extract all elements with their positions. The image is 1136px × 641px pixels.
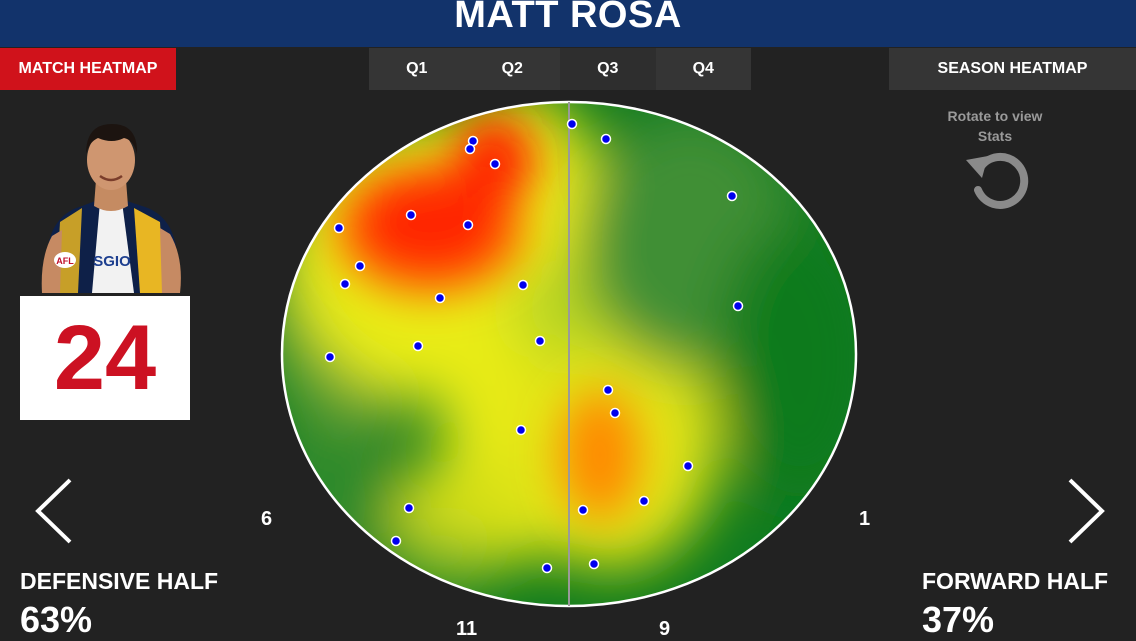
possession-dot <box>732 300 744 312</box>
possession-dot <box>464 143 476 155</box>
rotate-hint: Rotate to view Stats <box>930 106 1060 146</box>
count-right: 1 <box>859 508 871 530</box>
player-portrait: AFL SGIO <box>41 124 181 293</box>
possession-dot <box>462 219 474 231</box>
possession-dots <box>324 118 744 574</box>
possession-dot <box>354 260 366 272</box>
count-bottom-left: 11 <box>456 618 478 640</box>
player-name: MATT ROSA <box>454 0 682 36</box>
possession-dot <box>588 558 600 570</box>
possession-dot <box>682 460 694 472</box>
possession-dot <box>515 424 527 436</box>
possession-dot <box>489 158 501 170</box>
chevron-left-icon[interactable] <box>30 476 78 546</box>
possession-dot <box>638 495 650 507</box>
count-left: 6 <box>261 508 273 530</box>
possession-dot <box>405 209 417 221</box>
season-heatmap-button[interactable]: SEASON HEATMAP <box>889 48 1136 90</box>
possession-dot <box>534 335 546 347</box>
tab-q1[interactable]: Q1 <box>406 60 428 77</box>
possession-dot <box>600 133 612 145</box>
rotate-hint-line1: Rotate to view <box>947 108 1043 124</box>
player-number-box: 24 <box>20 296 190 420</box>
possession-dot <box>541 562 553 574</box>
possession-dot <box>390 535 402 547</box>
possession-dot <box>602 384 614 396</box>
quarter-tabs: Q1 Q2 Q3 Q4 <box>369 48 751 90</box>
forward-half-label: FORWARD HALF <box>922 568 1109 594</box>
sponsor-logo: SGIO <box>93 253 131 270</box>
possession-dot <box>566 118 578 130</box>
player-number: 24 <box>53 307 157 409</box>
forward-half-percent: 37% <box>922 599 995 640</box>
defensive-half-percent: 63% <box>20 599 93 640</box>
tab-q2[interactable]: Q2 <box>501 60 523 77</box>
possession-dot <box>577 504 589 516</box>
rotate-icon[interactable] <box>962 146 1032 212</box>
rotate-hint-line2: Stats <box>977 128 1013 144</box>
possession-dot <box>517 279 529 291</box>
possession-dot <box>434 292 446 304</box>
possession-dot <box>403 502 415 514</box>
chevron-right-icon[interactable] <box>1062 476 1110 546</box>
possession-dot <box>324 351 336 363</box>
afl-logo: AFL <box>56 256 74 266</box>
match-heatmap-button[interactable]: MATCH HEATMAP <box>0 48 176 90</box>
tab-q3[interactable]: Q3 <box>560 48 656 90</box>
possession-dot <box>609 407 621 419</box>
count-bottom-right: 9 <box>659 618 671 640</box>
tab-q4[interactable]: Q4 <box>692 60 714 77</box>
title-bar: MATT ROSA <box>0 0 1136 47</box>
defensive-half-label: DEFENSIVE HALF <box>20 568 219 594</box>
possession-dot <box>412 340 424 352</box>
possession-dot <box>726 190 738 202</box>
possession-dot <box>333 222 345 234</box>
possession-dot <box>339 278 351 290</box>
